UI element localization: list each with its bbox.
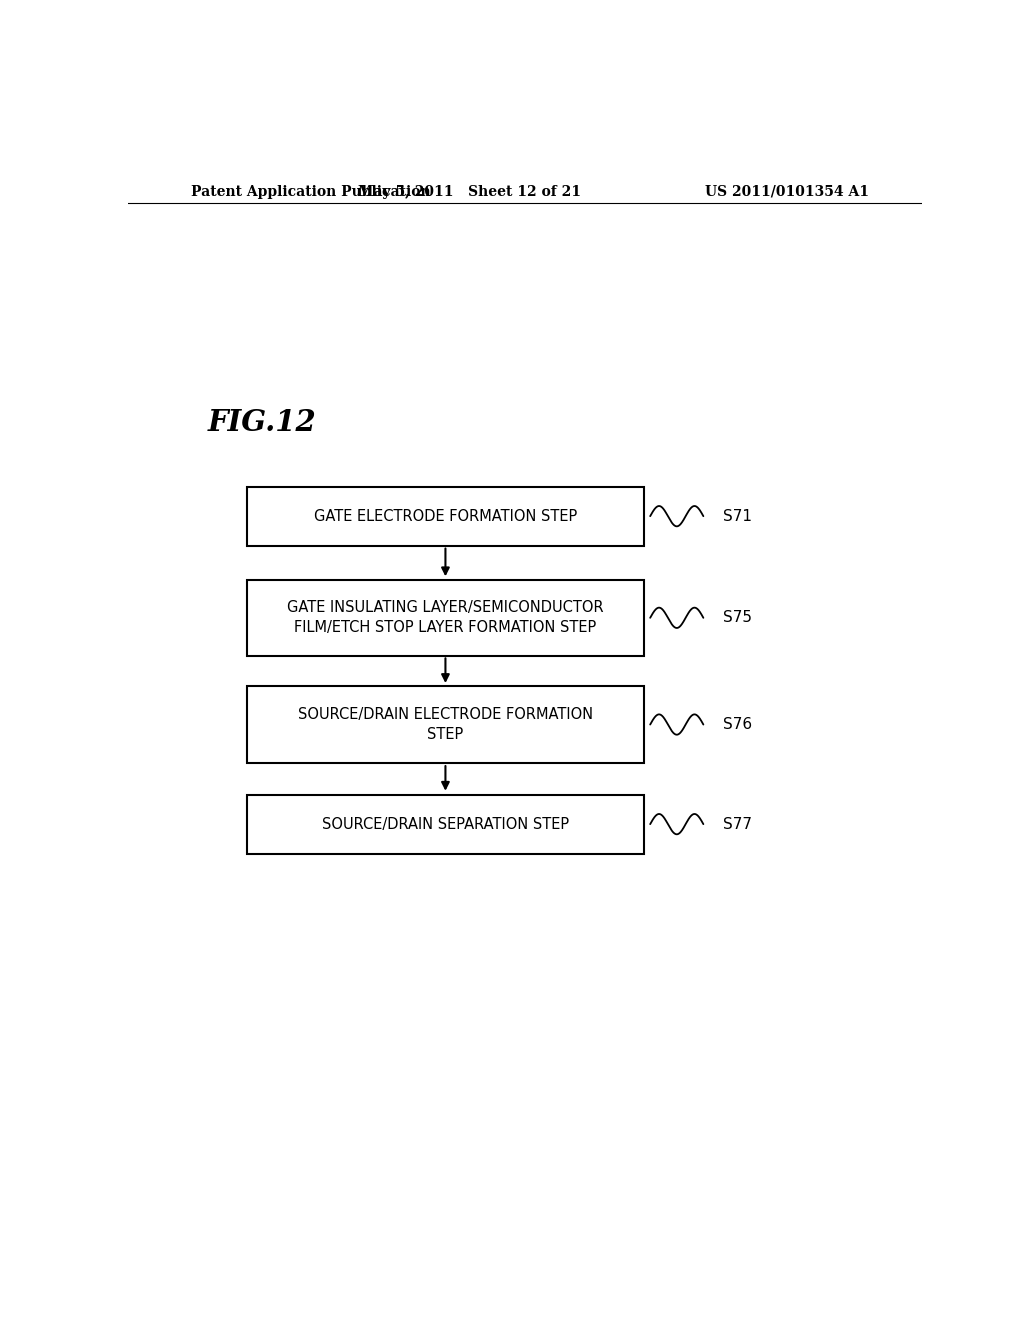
- Text: S71: S71: [723, 508, 753, 524]
- Text: GATE ELECTRODE FORMATION STEP: GATE ELECTRODE FORMATION STEP: [313, 508, 578, 524]
- Text: May 5, 2011   Sheet 12 of 21: May 5, 2011 Sheet 12 of 21: [357, 185, 581, 199]
- Text: GATE INSULATING LAYER/SEMICONDUCTOR
FILM/ETCH STOP LAYER FORMATION STEP: GATE INSULATING LAYER/SEMICONDUCTOR FILM…: [287, 601, 604, 635]
- Text: S77: S77: [723, 817, 753, 832]
- Text: S75: S75: [723, 610, 753, 626]
- Text: FIG.12: FIG.12: [207, 408, 316, 437]
- Text: US 2011/0101354 A1: US 2011/0101354 A1: [705, 185, 868, 199]
- Bar: [247, 487, 644, 545]
- Text: SOURCE/DRAIN ELECTRODE FORMATION
STEP: SOURCE/DRAIN ELECTRODE FORMATION STEP: [298, 708, 593, 742]
- Text: S76: S76: [723, 717, 753, 733]
- Bar: [247, 795, 644, 854]
- Text: Patent Application Publication: Patent Application Publication: [191, 185, 431, 199]
- Bar: [247, 579, 644, 656]
- Bar: [247, 686, 644, 763]
- Text: SOURCE/DRAIN SEPARATION STEP: SOURCE/DRAIN SEPARATION STEP: [322, 817, 569, 832]
